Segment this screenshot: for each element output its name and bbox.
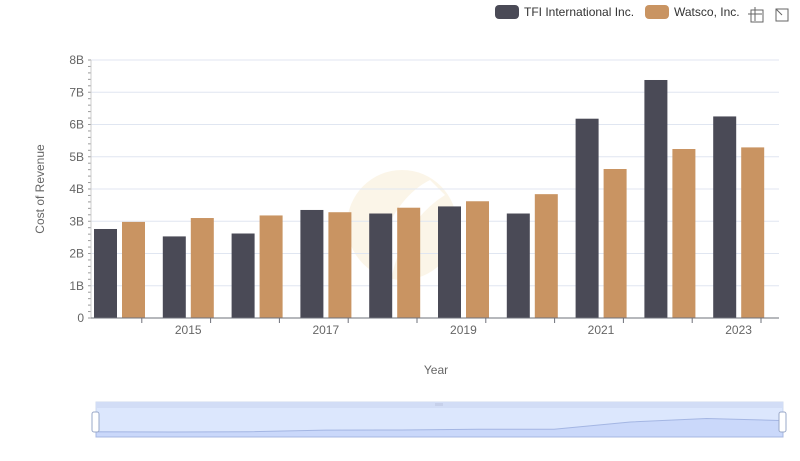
- bar-watsco[interactable]: [259, 215, 283, 318]
- slider-handle-right[interactable]: [778, 411, 787, 433]
- slider-drag-bar[interactable]: [435, 403, 443, 406]
- legend-item[interactable]: TFI International Inc.: [495, 5, 634, 19]
- bar-watsco[interactable]: [328, 212, 352, 318]
- bar-watsco[interactable]: [741, 147, 765, 318]
- bar-watsco[interactable]: [534, 194, 558, 318]
- slider-handle-left[interactable]: [91, 411, 100, 433]
- bar-watsco[interactable]: [122, 221, 145, 318]
- y-axis: 0 1B 2B 3B 4B 5B 6B 7B 8B: [69, 53, 92, 325]
- bar-tfi[interactable]: [506, 213, 530, 318]
- x-tick-label: 2023: [725, 323, 752, 337]
- data-zoom-icon[interactable]: [748, 7, 764, 23]
- y-tick-label: 8B: [69, 53, 84, 67]
- x-tick-label: 2015: [175, 323, 202, 337]
- legend[interactable]: TFI International Inc. Watsco, Inc.: [495, 5, 740, 19]
- x-axis-title: Year: [424, 363, 448, 377]
- legend-swatch: [645, 5, 669, 19]
- bar-watsco[interactable]: [603, 169, 627, 318]
- legend-label: TFI International Inc.: [524, 5, 634, 19]
- y-tick-label: 6B: [69, 118, 84, 132]
- bar-tfi[interactable]: [300, 209, 324, 318]
- bar-watsco[interactable]: [466, 201, 489, 318]
- bar-tfi[interactable]: [231, 233, 255, 318]
- bar-tfi[interactable]: [162, 236, 186, 318]
- y-tick-label: 3B: [69, 214, 84, 228]
- y-tick-label: 7B: [69, 85, 84, 99]
- bar-tfi[interactable]: [94, 228, 117, 318]
- bar-tfi[interactable]: [369, 213, 393, 318]
- y-tick-label: 0: [77, 311, 84, 325]
- restore-icon[interactable]: [775, 8, 789, 22]
- y-tick-label: 1B: [69, 279, 84, 293]
- bar-tfi[interactable]: [644, 79, 668, 319]
- bar-watsco[interactable]: [397, 207, 421, 318]
- y-tick-label: 2B: [69, 247, 84, 261]
- bar-tfi[interactable]: [575, 118, 599, 318]
- x-axis: 2015 2017 2019 2021 2023: [91, 317, 779, 337]
- x-tick-label: 2017: [312, 323, 339, 337]
- bar-watsco[interactable]: [672, 149, 696, 318]
- legend-swatch: [495, 5, 519, 19]
- y-tick-label: 5B: [69, 150, 84, 164]
- bar-tfi[interactable]: [713, 116, 737, 318]
- y-tick-label: 4B: [69, 182, 84, 196]
- x-tick-label: 2021: [588, 323, 615, 337]
- x-tick-label: 2019: [450, 323, 477, 337]
- bars[interactable]: [94, 79, 765, 319]
- y-axis-title: Cost of Revenue: [33, 144, 47, 234]
- legend-item[interactable]: Watsco, Inc.: [645, 5, 740, 19]
- bar-tfi[interactable]: [438, 206, 461, 318]
- data-zoom-slider[interactable]: [91, 401, 787, 438]
- bar-watsco[interactable]: [190, 218, 214, 318]
- legend-label: Watsco, Inc.: [674, 5, 740, 19]
